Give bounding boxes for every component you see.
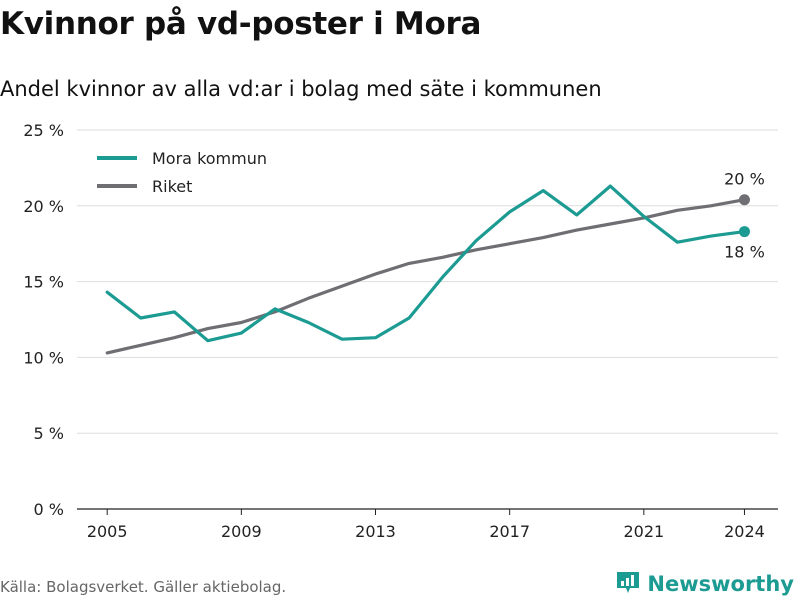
y-tick-label: 25 % [23, 121, 64, 140]
series-line-mora-kommun [105, 184, 747, 343]
source-note: Källa: Bolagsverket. Gäller aktiebolag. [0, 578, 287, 596]
brand-name: Newsworthy [647, 572, 794, 596]
chart-title: Kvinnor på vd-poster i Mora [0, 6, 482, 42]
chart-subtitle: Andel kvinnor av alla vd:ar i bolag med … [0, 77, 602, 101]
x-tick-label: 2024 [724, 522, 765, 541]
y-tick-label: 0 % [34, 500, 64, 519]
y-tick-label: 15 % [23, 273, 64, 292]
x-axis: 2005 2009 2013 2017 2021 2024 [77, 508, 778, 541]
end-point-marker [738, 194, 750, 206]
newsworthy-logo-icon [615, 569, 641, 599]
series-line-riket [105, 198, 747, 355]
x-tick-label: 2013 [355, 522, 396, 541]
y-tick-label: 5 % [34, 424, 64, 443]
y-tick-label: 20 % [23, 197, 64, 216]
x-tick-label: 2021 [623, 522, 664, 541]
y-axis-tick-labels: 0 % 5 % 10 % 15 % 20 % 25 % [23, 121, 64, 519]
legend-label: Riket [152, 177, 192, 196]
brand-logo[interactable]: Newsworthy [615, 569, 794, 599]
end-point-marker [738, 226, 750, 238]
end-value-label: 18 % [724, 243, 765, 262]
legend: Mora kommun Riket [97, 149, 267, 196]
x-tick-label: 2017 [489, 522, 530, 541]
y-tick-label: 10 % [23, 348, 64, 367]
grid-lines [77, 129, 778, 434]
x-tick-label: 2009 [221, 522, 262, 541]
x-tick-label: 2005 [87, 522, 128, 541]
end-value-label: 20 % [724, 170, 765, 189]
series-lines: 18 % 20 % [105, 170, 765, 355]
legend-label: Mora kommun [152, 149, 267, 168]
